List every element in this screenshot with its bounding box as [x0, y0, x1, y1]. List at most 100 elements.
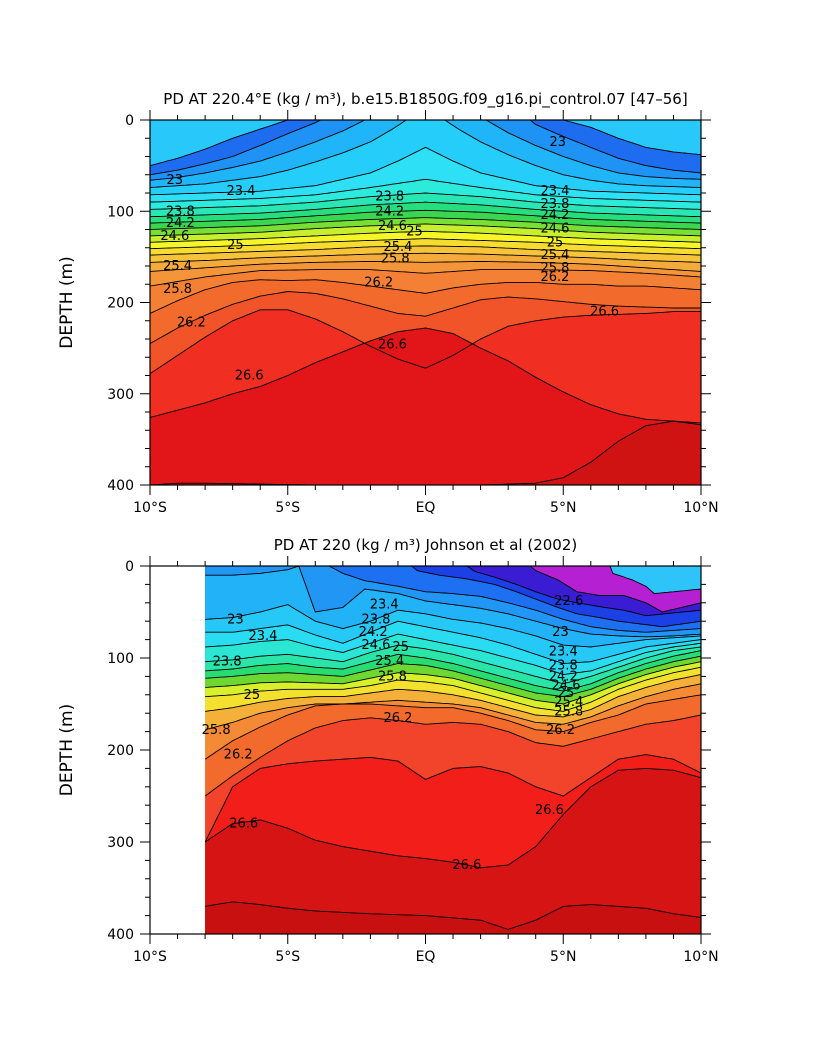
x-tick-label: EQ — [416, 500, 436, 516]
contour-line-25 — [150, 238, 701, 250]
contour-line-23.2 — [205, 604, 701, 648]
contour-label: 25.4 — [541, 248, 570, 263]
y-tick-label: 100 — [107, 651, 134, 667]
contour-line-22.8 — [150, 120, 701, 176]
contour-label: 25.4 — [554, 695, 583, 710]
contour-line-22.8 — [205, 566, 701, 633]
contour-line-22.6 — [205, 566, 701, 628]
contour-line-26.8 — [205, 901, 701, 930]
contour-line-26.4 — [150, 309, 701, 375]
contour-line-24.6 — [150, 223, 701, 237]
contour-line-25.8 — [205, 683, 701, 731]
contour-line-23.2 — [150, 120, 701, 188]
contour-label: 26.6 — [235, 369, 264, 384]
contour-label: 26.2 — [541, 270, 570, 285]
contour-label: 26.6 — [535, 803, 564, 818]
contour-line-23 — [150, 120, 701, 181]
contour-label: 24.6 — [361, 638, 390, 653]
x-tick-label: 10°N — [683, 500, 718, 516]
contour-label: 24.2 — [166, 216, 195, 231]
contour-line-22.4 — [205, 566, 701, 617]
contour-line-24.8 — [205, 661, 701, 705]
contour-label: 23.8 — [375, 190, 404, 205]
contour-label: 23.8 — [166, 204, 195, 219]
y-axis-label: DEPTH (m) — [57, 256, 77, 348]
contour-label: 24.2 — [541, 208, 570, 223]
x-tick-label: 5°N — [550, 500, 576, 516]
contour-label: 26.2 — [224, 748, 253, 763]
y-axis-label: DEPTH (m) — [57, 704, 77, 796]
contour-label: 25 — [392, 640, 409, 655]
x-tick-label: EQ — [416, 949, 436, 965]
contour-label: 25.8 — [381, 252, 410, 267]
contour-line-26.6 — [150, 327, 701, 424]
contour-label: 24.6 — [541, 222, 570, 237]
contour-label: 26.2 — [177, 316, 206, 331]
contour-label: 25.8 — [163, 282, 192, 297]
contour-label: 25.4 — [375, 654, 404, 669]
contour-line-23.8 — [150, 192, 701, 210]
contour-label: 23.4 — [370, 598, 399, 613]
chart-title: PD AT 220.4°E (kg / m³), b.e15.B1850G.f0… — [163, 90, 687, 109]
contour-line-24.4 — [150, 217, 701, 230]
contour-label: 26.2 — [546, 723, 575, 738]
contour-line-26.4 — [205, 754, 701, 843]
y-tick-label: 400 — [107, 927, 134, 943]
y-tick-label: 200 — [107, 296, 134, 312]
contour-label: 23.8 — [361, 612, 390, 627]
y-tick-label: 400 — [107, 478, 134, 494]
contour-label: 24.2 — [549, 669, 578, 684]
contour-label: 23.8 — [549, 658, 578, 673]
contour-line-23.4 — [205, 620, 701, 664]
y-tick-label: 300 — [107, 387, 134, 403]
contour-line-23.6 — [150, 178, 701, 203]
chart-panel-1: 2323.423.824.224.62525.425.826.226.623.8… — [57, 90, 719, 516]
contour-label: 24.2 — [375, 204, 404, 219]
contour-label: 26.6 — [452, 858, 481, 873]
contour-label: 26.2 — [383, 711, 412, 726]
contour-label: 24.2 — [359, 625, 388, 640]
contour-line-22 — [205, 566, 701, 613]
contour-label: 23 — [227, 612, 244, 627]
chart-title: PD AT 220 (kg / m³) Johnson et al (2002) — [274, 536, 577, 554]
y-tick-label: 0 — [125, 113, 134, 129]
contour-line-25.4 — [205, 674, 701, 718]
contour-line-25 — [205, 666, 701, 712]
contour-label: 26.6 — [378, 337, 407, 352]
x-tick-label: 5°S — [275, 500, 300, 516]
contour-label: 23 — [167, 173, 184, 188]
contour-label: 22.6 — [554, 594, 583, 609]
contour-label: 25 — [547, 235, 564, 250]
contour-line-24 — [205, 650, 701, 692]
contour-band-26.6 — [150, 328, 701, 485]
contour-line-24.4 — [205, 655, 701, 698]
contour-line-22.6 — [150, 120, 701, 167]
contour-label: 25.8 — [202, 723, 231, 738]
y-tick-label: 300 — [107, 835, 134, 851]
contour-label: 26.2 — [364, 275, 393, 290]
x-tick-label: 10°N — [683, 949, 718, 965]
contour-line-23 — [205, 566, 701, 638]
contour-line-23.8 — [205, 644, 701, 685]
contour-line-24.8 — [150, 230, 701, 243]
contour-line-26 — [150, 279, 701, 314]
contour-label: 23.4 — [549, 645, 578, 660]
contour-label: 23 — [552, 625, 569, 640]
contour-line-23.4 — [150, 146, 701, 196]
x-tick-label: 5°N — [550, 949, 576, 965]
contour-label: 23.8 — [213, 655, 242, 670]
contour-label: 25 — [244, 688, 261, 703]
contour-line-23.6 — [205, 633, 701, 676]
y-tick-label: 0 — [125, 559, 134, 575]
contour-label: 25.8 — [378, 669, 407, 684]
contour-label: 23.8 — [541, 197, 570, 212]
contour-label: 23.4 — [541, 184, 570, 199]
contour-line-24 — [150, 201, 701, 218]
contour-band-26.6 — [205, 768, 701, 934]
contour-label: 25.8 — [541, 261, 570, 276]
contour-line-26.2 — [205, 714, 701, 797]
contour-label: 23.4 — [248, 629, 277, 644]
contour-line-26 — [205, 694, 701, 760]
y-tick-label: 100 — [107, 204, 134, 220]
contour-label: 24.6 — [552, 679, 581, 694]
